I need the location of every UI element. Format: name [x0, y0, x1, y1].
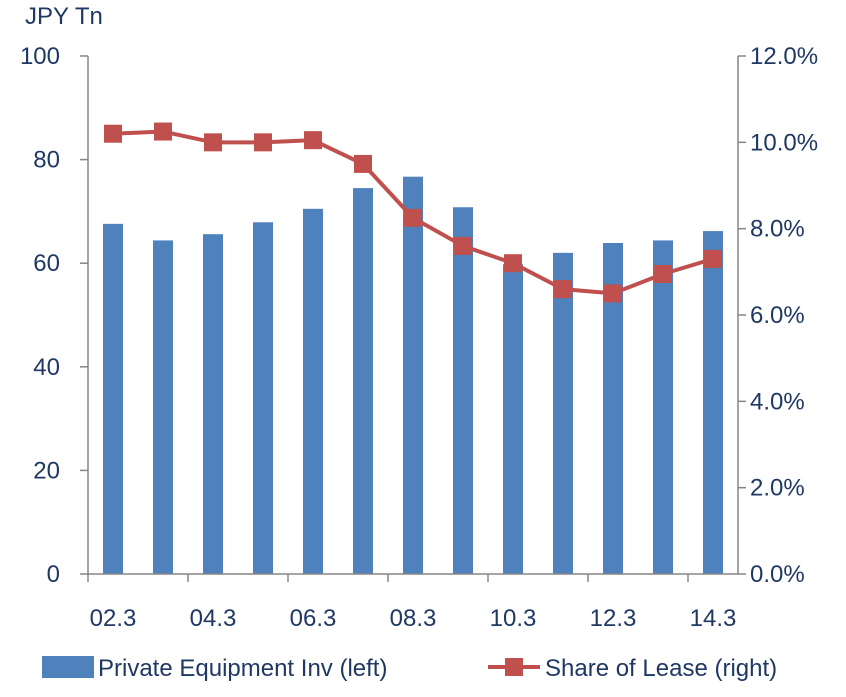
x-tick-label: 14.3: [690, 605, 737, 632]
legend-label-bar: Private Equipment Inv (left): [98, 655, 387, 682]
y-right-tick-label: 10.0%: [750, 129, 818, 156]
y-right-tick-label: 8.0%: [750, 216, 805, 243]
lease-share-point: [654, 264, 672, 283]
bar: [203, 234, 223, 574]
y-left-tick-label: 0: [47, 561, 60, 588]
x-tick-label: 02.3: [90, 605, 137, 632]
bar: [653, 240, 673, 574]
y-right-tick-label: 6.0%: [750, 302, 805, 329]
y-left-tick-label: 80: [33, 147, 60, 174]
lease-share-point: [354, 154, 372, 173]
bar: [253, 222, 273, 574]
y-unit-label: JPY Tn: [25, 3, 103, 30]
y-right-tick-label: 4.0%: [750, 388, 805, 415]
bar: [503, 264, 523, 574]
bar: [153, 240, 173, 574]
y-left-tick-label: 40: [33, 354, 60, 381]
y-left-tick-label: 20: [33, 457, 60, 484]
lease-share-point: [304, 131, 322, 150]
x-tick-label: 08.3: [390, 605, 437, 632]
legend: Private Equipment Inv (left) Share of Lea…: [42, 655, 777, 682]
line-layer: [104, 122, 722, 303]
bar: [453, 207, 473, 575]
lease-share-point: [554, 280, 572, 299]
bar: [603, 242, 623, 575]
bar: [553, 252, 573, 574]
x-tick-label: 12.3: [590, 605, 637, 632]
lease-share-point: [154, 122, 172, 141]
lease-share-point: [254, 133, 272, 152]
bar: [403, 176, 423, 574]
x-tick-label: 06.3: [290, 605, 337, 632]
y-left-tick-label: 100: [20, 43, 60, 70]
lease-share-point: [104, 124, 122, 143]
bar: [703, 231, 723, 575]
y-right-tick-label: 0.0%: [750, 561, 805, 588]
y-right-tick-label: 12.0%: [750, 43, 818, 70]
y-right-tick-label: 2.0%: [750, 475, 805, 502]
axes-layer: 0 20 40 60 80 100 0.0% 2.0% 4.0% 6.0% 8.0% 10.0% 12.…: [20, 43, 818, 632]
legend-swatch-bar: [42, 656, 94, 678]
x-tick-label: 04.3: [190, 605, 237, 632]
legend-label-line: Share of Lease (right): [545, 655, 777, 682]
lease-share-point: [604, 284, 622, 303]
lease-share-point: [204, 133, 222, 152]
bar: [353, 188, 373, 574]
x-tick-label: 10.3: [490, 605, 537, 632]
lease-share-point: [504, 254, 522, 273]
lease-share-point: [454, 236, 472, 255]
bar: [103, 223, 123, 574]
legend-swatch-marker: [505, 658, 523, 676]
lease-share-point: [404, 208, 422, 227]
bar: [303, 208, 323, 574]
y-left-tick-label: 60: [33, 250, 60, 277]
lease-share-point: [704, 249, 722, 268]
bars-layer: [103, 176, 723, 575]
